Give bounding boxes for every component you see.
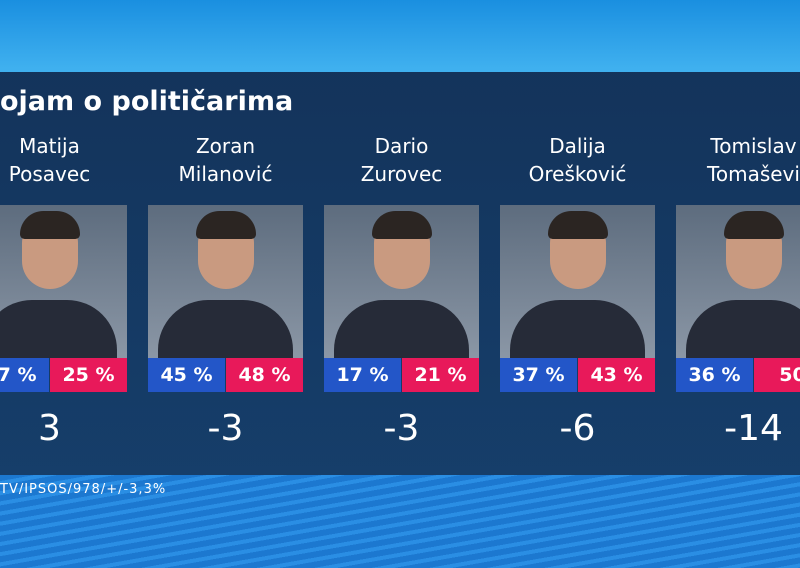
name-line: Tomislav	[710, 134, 797, 158]
negative-rating: 48 %	[226, 358, 303, 392]
net-rating: -3	[207, 408, 244, 449]
title: ojam o političarima	[0, 86, 294, 117]
source: TV/IPSOS/978/+/-3,3%	[0, 482, 167, 497]
positive-rating: 27 %	[0, 358, 49, 392]
net-rating: 3	[38, 408, 61, 449]
photo-shoulders	[686, 300, 800, 358]
negative-rating: 21 %	[402, 358, 479, 392]
photo	[324, 205, 479, 358]
photo	[148, 205, 303, 358]
photo-shoulders	[334, 300, 469, 358]
photo-hair	[196, 211, 256, 239]
photo-hair	[372, 211, 432, 239]
name-line: Posavec	[8, 162, 91, 186]
net-rating: -6	[559, 408, 596, 449]
name-line: Zurovec	[360, 162, 443, 186]
name-line: Matija	[19, 134, 80, 158]
net-rating: -14	[724, 408, 783, 449]
positive-rating: 37 %	[500, 358, 577, 392]
negative-rating: 43 %	[578, 358, 655, 392]
name-line: Milanović	[178, 162, 273, 186]
net-rating: -3	[383, 408, 420, 449]
background-water	[0, 475, 800, 568]
politician-card: Tomislav Tomaševi 36 % 50 -14	[676, 130, 800, 470]
politician-card: Dario Zurovec 17 % 21 % -3	[324, 130, 479, 470]
photo-hair	[724, 211, 784, 239]
positive-rating: 17 %	[324, 358, 401, 392]
photo	[0, 205, 127, 358]
photo-shoulders	[158, 300, 293, 358]
positive-rating: 45 %	[148, 358, 225, 392]
politician-card: Matija Posavec 27 %25 % 3	[0, 130, 127, 470]
photo-shoulders	[0, 300, 117, 358]
name-line: Orešković	[528, 162, 627, 186]
name-line: Tomaševi	[707, 162, 800, 186]
name-line: Dalija	[549, 134, 606, 158]
photo-hair	[20, 211, 80, 239]
photo-hair	[548, 211, 608, 239]
politician-card: Dalija Orešković 37 % 43 % -6	[500, 130, 655, 470]
name-line: Dario	[374, 134, 429, 158]
name-line: Zoran	[195, 134, 256, 158]
photo-shoulders	[510, 300, 645, 358]
photo	[676, 205, 800, 358]
positive-rating: 36 %	[676, 358, 753, 392]
negative-rating: 25 %	[50, 358, 127, 392]
photo	[500, 205, 655, 358]
politician-card: Zoran Milanović 45 % 48 % -3	[148, 130, 303, 470]
negative-rating: 50	[754, 358, 800, 392]
